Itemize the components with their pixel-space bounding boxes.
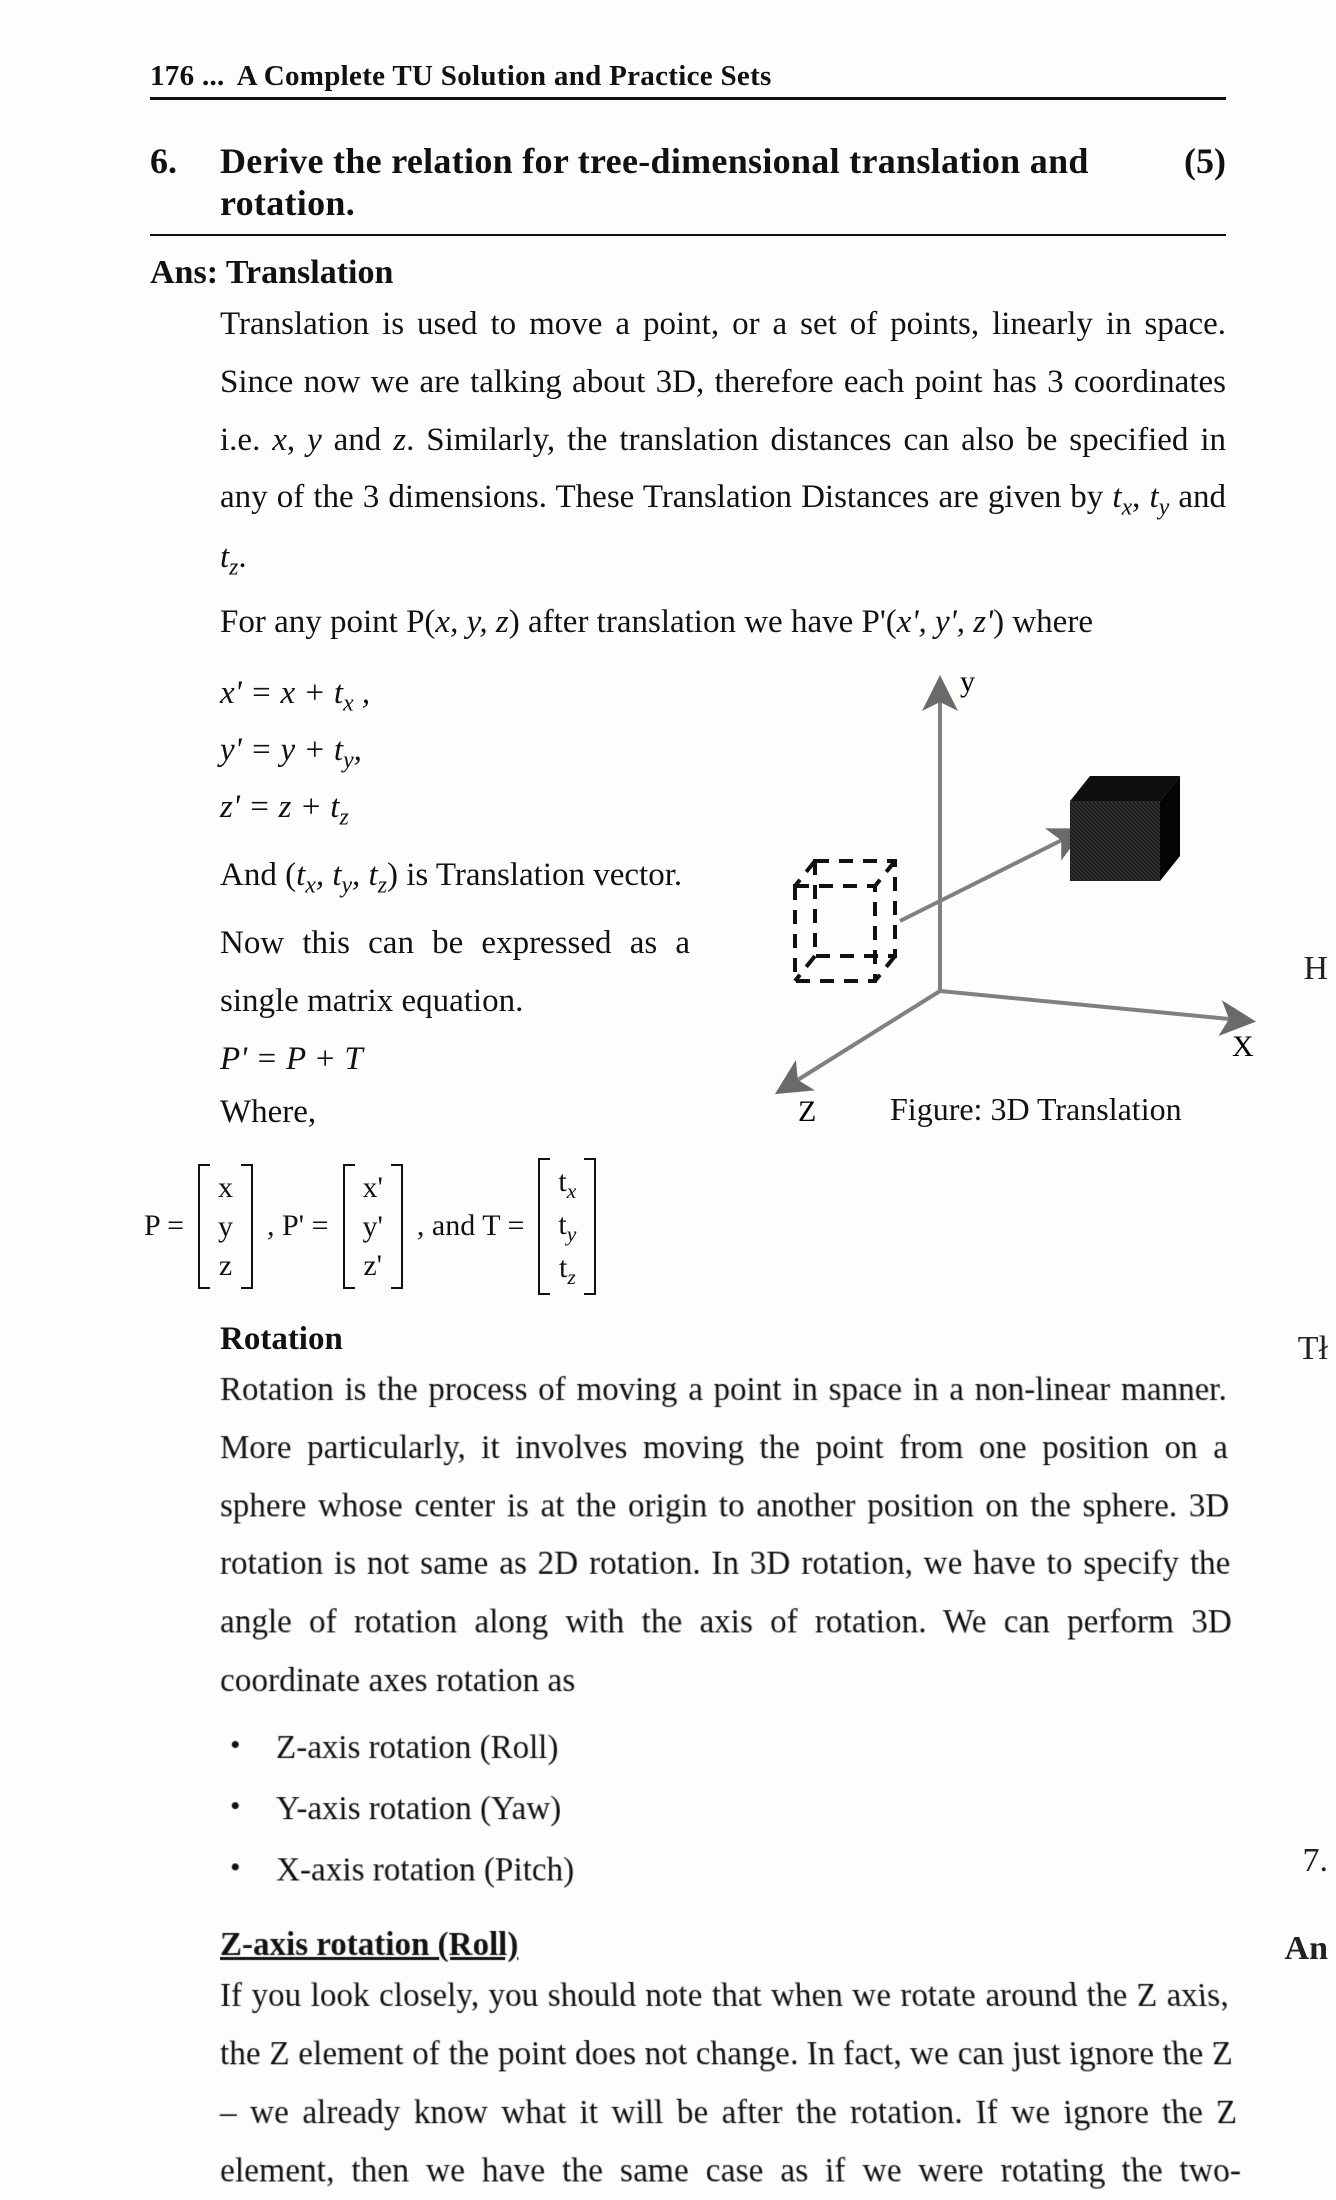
paragraph-translation-1: Translation is used to move a point, or … [220,296,1226,590]
list-item: Y-axis rotation (Yaw) [220,1779,1229,1840]
question-line: 6. Derive the relation for tree-dimensio… [150,140,1226,236]
question-marks: (5) [1184,140,1226,182]
paragraph-matrix-intro: Now this can be expressed as a single ma… [220,915,690,1031]
matrix-t-2: tz [558,1248,576,1291]
edge-glyph-th: Tł [1298,1330,1328,1368]
matrix-p-label: P = [144,1209,184,1243]
header-rule-curve [580,98,1226,120]
matrix-pp-1: y' [363,1207,383,1246]
matrix-p-0: x [218,1168,233,1207]
matrix-pprime-label: , P' = [267,1209,329,1243]
matrix-t-1: ty [558,1205,576,1248]
matrix-pp-2: z' [363,1246,383,1285]
matrix-p-1: y [218,1207,233,1246]
translation-two-column: x' = x + tx , y' = y + ty, z' = z + tz A… [220,661,1226,1294]
paragraph-zaxis: If you look closely, you should note tha… [220,1968,1248,2200]
figure-3d-translation: y X Z Figure: 3D Translation [710,661,1270,1221]
axis-label-x: X [1232,1030,1254,1063]
question-text: Derive the relation for tree-dimensional… [220,140,1154,224]
matrix-p: x y z [198,1164,253,1289]
page: 176 ... A Complete TU Solution and Pract… [0,0,1336,2200]
matrix-t-label: , and T = [417,1209,524,1243]
axis-label-y: y [960,665,975,698]
edge-glyph-7: 7. [1303,1842,1329,1880]
zaxis-heading: Z-axis rotation (Roll) [220,1927,1227,1964]
translation-equations: x' = x + tx , y' = y + ty, z' = z + tz A… [220,661,690,1294]
figure-caption: Figure: 3D Translation [890,1091,1182,1128]
matrices-row: P = x y z , P' = x' y' z' [140,1158,690,1295]
eq-p-prime: P' = P + T [220,1041,690,1078]
list-item: X-axis rotation (Pitch) [220,1841,1230,1902]
matrix-t-0: tx [558,1162,576,1205]
running-header: 176 ... A Complete TU Solution and Pract… [150,60,1226,100]
paragraph-translation-vector: And (tx, ty, tz) is Translation vector. [220,847,690,907]
eq-yprime: y' = y + ty, [220,732,690,775]
page-number: 176 ... [150,60,225,93]
eq-xprime: x' = x + tx , [220,675,690,718]
edge-glyph-h: H [1303,950,1328,988]
book-title: A Complete TU Solution and Practice Sets [237,60,772,92]
edge-glyph-an: An [1285,1930,1328,1968]
paragraph-rotation: Rotation is the process of moving a poin… [220,1362,1234,1711]
paragraph-translation-2: For any point P(x, y, z) after translati… [220,594,1226,652]
eq-zprime: z' = z + tz [220,789,690,832]
matrix-t: tx ty tz [538,1158,596,1295]
axis-label-z: Z [798,1095,816,1128]
matrix-p-2: z [218,1246,233,1285]
rotation-heading: Rotation [220,1321,1226,1358]
matrix-pprime: x' y' z' [343,1164,403,1289]
list-item: Z-axis rotation (Roll) [220,1718,1227,1779]
question-number: 6. [150,140,220,182]
answer-heading-translation: Ans: Translation [150,254,1226,292]
rotation-axes-list: Z-axis rotation (Roll) Y-axis rotation (… [220,1718,1230,1902]
where-label: Where, [220,1084,690,1142]
matrix-pp-0: x' [363,1168,383,1207]
